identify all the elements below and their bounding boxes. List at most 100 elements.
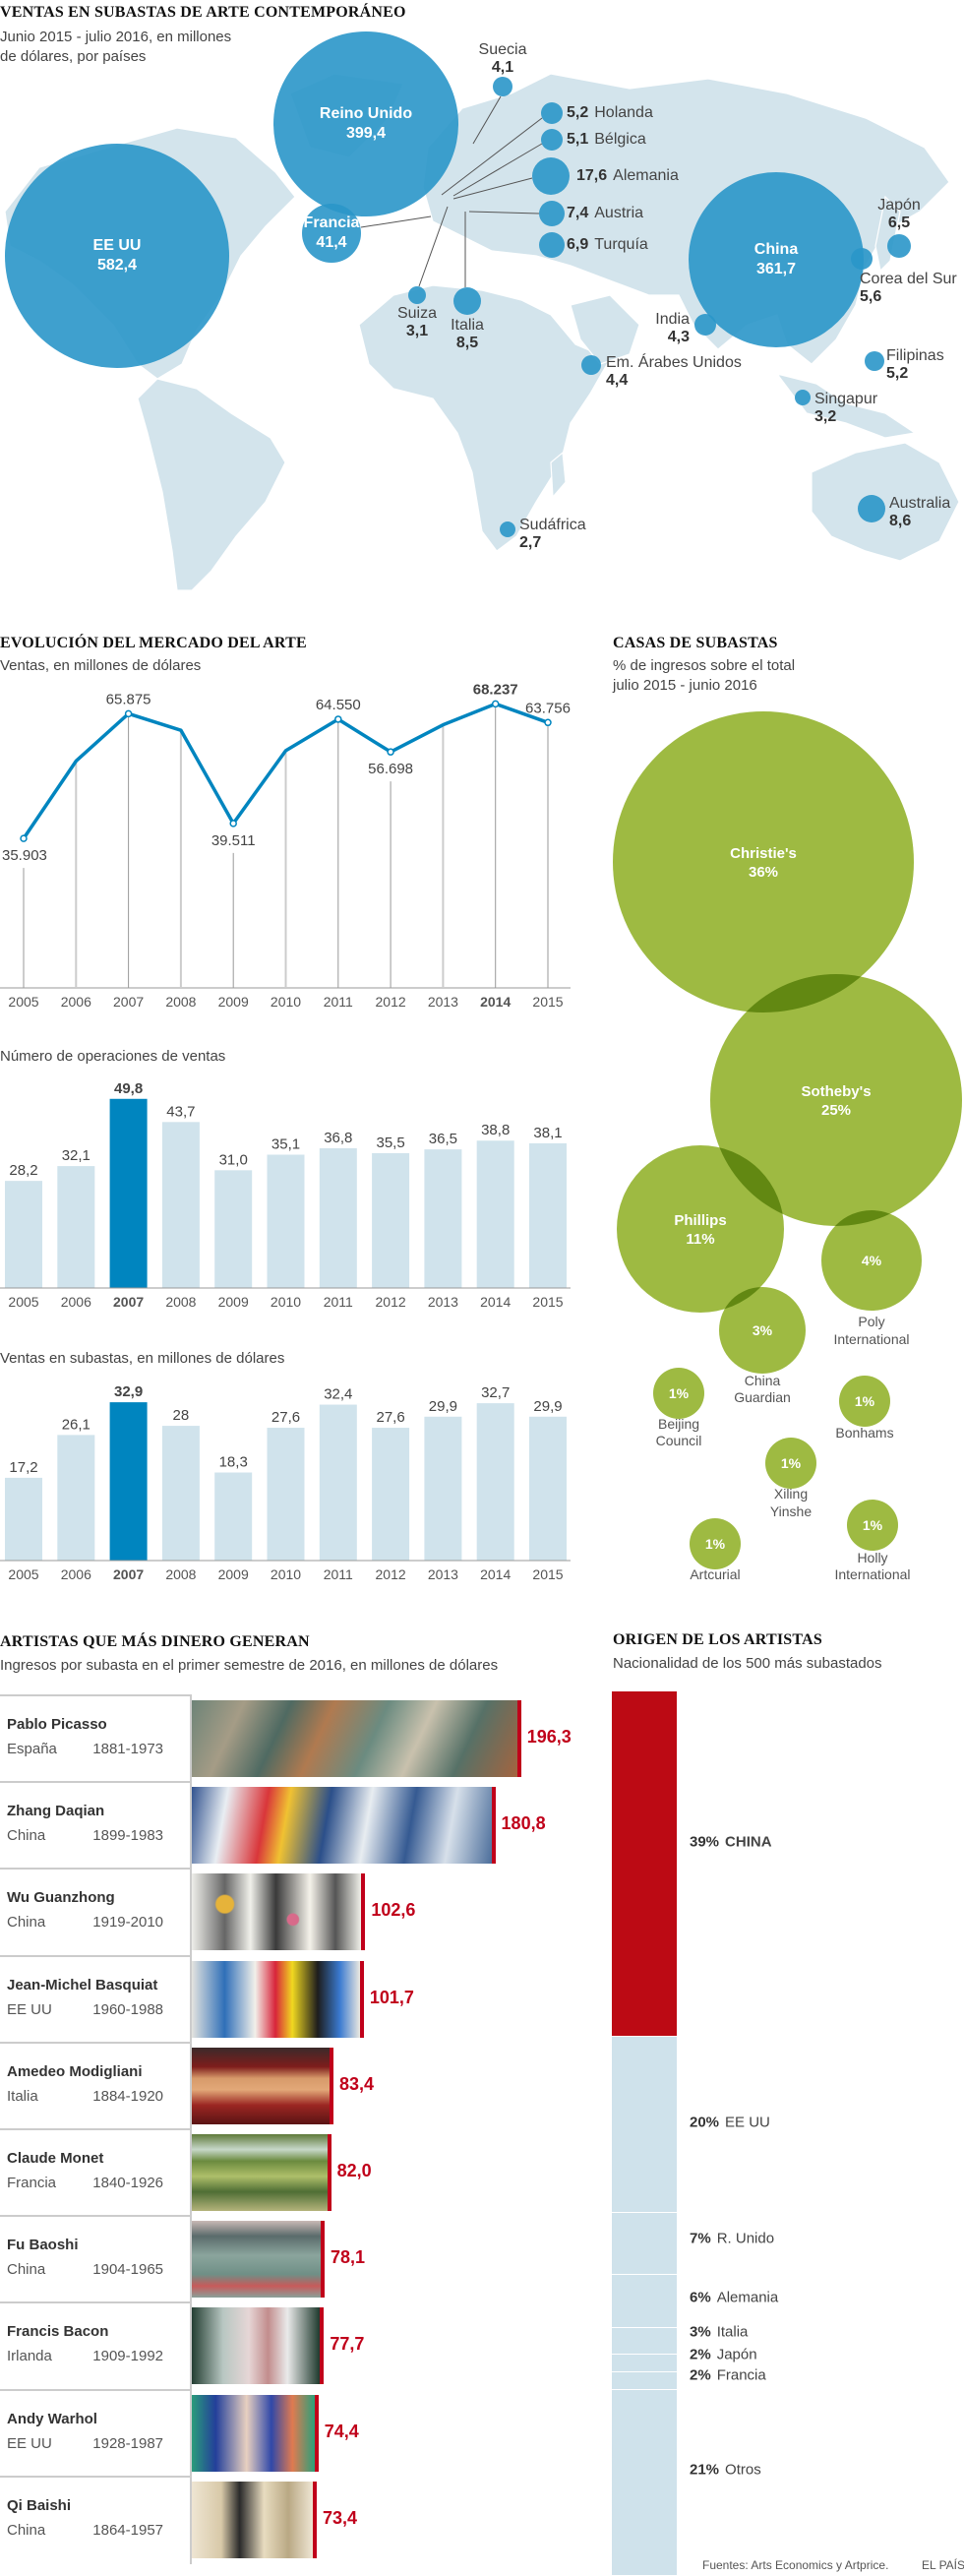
artist-value: 78,1 [330, 2247, 366, 2268]
artist-country: Irlanda [7, 2348, 52, 2365]
artist-years: 1909-1992 [92, 2348, 163, 2365]
sources-note: Fuentes: Arts Economics y Artprice. [702, 2558, 889, 2572]
bar-label-2006: 26,1 [62, 1416, 90, 1433]
artist-value: 74,4 [324, 2421, 359, 2441]
country-name: Japón [877, 197, 921, 214]
label-holanda: 5,2 Holanda [567, 104, 653, 122]
artist-years: 1928-1987 [92, 2434, 163, 2452]
x-tick-2005: 2005 [8, 1294, 38, 1310]
house-name: Poly [858, 1314, 884, 1329]
origin-segment-5 [612, 2355, 677, 2373]
artist-value: 83,4 [338, 2073, 374, 2094]
brand-credit: EL PAÍS [922, 2558, 964, 2572]
origin-pct: 39% [690, 1833, 720, 1851]
country-name: Turquía [594, 236, 648, 253]
x-tick-2012: 2012 [376, 1294, 406, 1310]
origin-segment-0 [612, 1691, 677, 2037]
label-suiza: Suiza 3,1 [397, 305, 437, 340]
line-point-2015 [544, 718, 552, 727]
artist-country: China [7, 2261, 46, 2279]
line-label-2012: 56.698 [368, 761, 413, 777]
house-bubble-1 [710, 974, 962, 1226]
bubble-suiza [408, 286, 426, 304]
country-value: 4,4 [606, 372, 629, 389]
artist-country: EE UU [7, 2434, 52, 2452]
bubble-filipinas [865, 351, 884, 371]
bar-label-2014: 38,8 [481, 1122, 510, 1138]
label-australia: Australia 8,6 [889, 495, 950, 530]
bar-2009 [214, 1170, 253, 1288]
x-tick-2006: 2006 [61, 1566, 91, 1582]
bubble-francia [302, 204, 361, 263]
bar-2013 [424, 1149, 462, 1288]
house-name: Holly [857, 1550, 887, 1565]
artist-years: 1884-1920 [92, 2087, 163, 2105]
house-bubble-5 [653, 1368, 704, 1419]
artist-row: Wu Guanzhong China 1919-2010 [0, 1868, 190, 1956]
bar-label-2009: 31,0 [219, 1151, 248, 1168]
x-tick-2007: 2007 [113, 1566, 144, 1582]
origin-pct: 2% [690, 2366, 711, 2384]
artist-value: 196,3 [526, 1727, 572, 1747]
country-name: China [753, 241, 799, 258]
leader-line-b-lgica [452, 143, 543, 197]
country-value: 4,3 [667, 329, 690, 345]
artist-name: Jean-Michel Basquiat [7, 1976, 158, 1993]
bar-label-2013: 36,5 [429, 1131, 457, 1147]
bubble-singapur [795, 390, 811, 405]
bar-label-2012: 35,5 [376, 1135, 404, 1151]
bubble-reino-unido [273, 31, 458, 216]
country-value: 399,4 [345, 125, 387, 142]
origin-pct: 3% [690, 2323, 711, 2341]
house-bubble-9 [690, 1518, 741, 1569]
line-label-2007: 65.875 [106, 691, 151, 707]
x-tick-2014: 2014 [480, 994, 511, 1010]
artist-row: Andy Warhol EE UU 1928-1987 [0, 2388, 190, 2478]
origin-country: Otros [725, 2461, 761, 2479]
artwork-bar [191, 2481, 318, 2558]
origin-label: 2% Japón [690, 2347, 757, 2363]
label-sud-frica: Sudáfrica 2,7 [519, 517, 586, 552]
line-label-2014: 68.237 [473, 681, 518, 698]
artist-country: Italia [7, 2087, 38, 2105]
country-value: 2,7 [519, 534, 542, 551]
artist-years: 1904-1965 [92, 2261, 163, 2279]
artists-subtitle: Ingresos por subasta en el primer semest… [0, 1657, 499, 1674]
auction-houses-subtitle-2: julio 2015 - junio 2016 [613, 677, 757, 694]
bar-2015 [529, 1142, 567, 1288]
country-value: 5,2 [886, 365, 909, 382]
bar-2005 [5, 1181, 42, 1288]
x-tick-2015: 2015 [532, 1566, 563, 1582]
artist-country: EE UU [7, 2000, 52, 2018]
bar-2014 [476, 1140, 514, 1288]
artist-name: Amedeo Modigliani [7, 2062, 143, 2080]
house-name: China [745, 1373, 781, 1388]
label-ee-uu: EE UU 582,4 [93, 236, 142, 276]
artwork-bar [191, 2047, 333, 2124]
land-australia [811, 442, 960, 562]
line-point-2014 [491, 700, 500, 708]
house-name: Bonhams [835, 1425, 893, 1441]
bar-label-2010: 35,1 [271, 1136, 300, 1153]
house-value: 1% [855, 1393, 875, 1409]
artist-row: Fu Baoshi China 1904-1965 [0, 2215, 190, 2303]
x-tick-2010: 2010 [271, 1294, 301, 1310]
country-name: Sudáfrica [519, 517, 586, 533]
line-point-2011 [334, 715, 342, 723]
country-value: 6,5 [887, 215, 911, 231]
land-madagascar [550, 451, 567, 499]
bar-2010 [267, 1428, 305, 1561]
country-value: 5,1 [567, 131, 589, 148]
artist-years: 1899-1983 [92, 1827, 163, 1845]
bar-2011 [319, 1404, 357, 1561]
origin-country: EE UU [725, 2114, 770, 2130]
country-name: Corea del Sur [860, 271, 957, 287]
origin-segment-3 [612, 2275, 677, 2329]
auction-houses-subtitle-1: % de ingresos sobre el total [613, 657, 796, 674]
market-charts: 35.903 2005 2006 65.875 2007 2008 39.511 2009 20… [0, 681, 571, 1582]
country-name: Singapur [814, 391, 878, 407]
country-value: 582,4 [96, 257, 138, 274]
house-bubble-0 [613, 711, 914, 1012]
origin-pct: 21% [690, 2461, 720, 2479]
artist-value: 101,7 [369, 1987, 414, 2007]
